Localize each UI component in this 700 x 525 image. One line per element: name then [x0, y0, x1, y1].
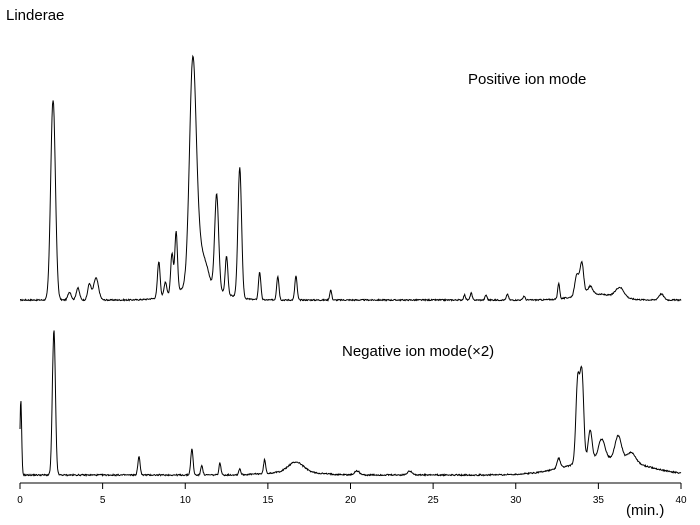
- x-axis-label: (min.): [626, 502, 664, 519]
- series-label-positive: Positive ion mode: [468, 71, 586, 88]
- x-tick-label: 30: [510, 495, 522, 506]
- chart-title: Linderae: [6, 7, 64, 24]
- x-tick-label: 35: [593, 495, 605, 506]
- positive-ion-trace: [20, 54, 682, 302]
- negative-ion-trace: [19, 330, 682, 477]
- x-tick-label: 40: [675, 495, 687, 506]
- x-tick-label: 25: [428, 495, 440, 506]
- x-tick-label: 20: [345, 495, 357, 506]
- x-tick-label: 10: [180, 495, 192, 506]
- series-label-negative: Negative ion mode(×2): [342, 343, 494, 360]
- x-tick-label: 0: [17, 495, 23, 506]
- x-tick-label: 5: [100, 495, 106, 506]
- x-tick-label: 15: [262, 495, 274, 506]
- x-axis-ticks: 0 5 10 15 20 25 30 35 40: [17, 483, 687, 506]
